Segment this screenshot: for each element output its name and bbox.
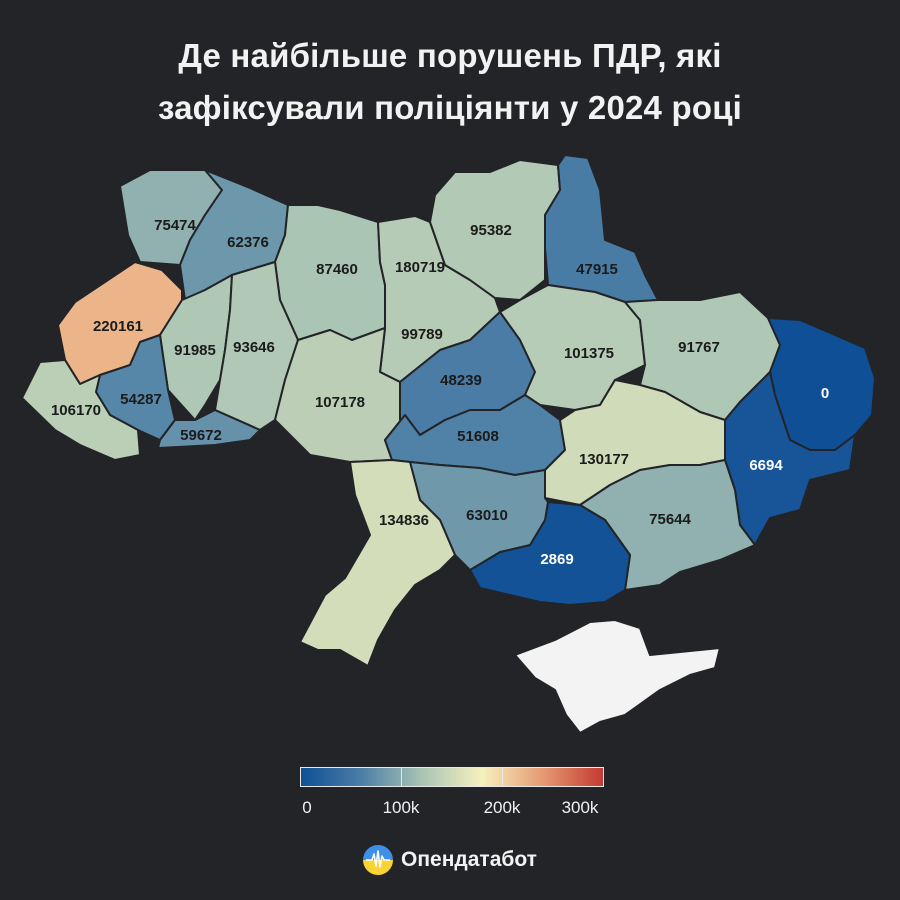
region-value-kherson: 2869 xyxy=(540,551,573,568)
region-value-rivne: 62376 xyxy=(227,234,269,251)
region-value-zhytomyr: 87460 xyxy=(316,261,358,278)
region-value-lviv: 220161 xyxy=(93,318,143,335)
region-value-cherkasy: 48239 xyxy=(440,372,482,389)
legend-label-100k: 100k xyxy=(382,798,420,817)
region-odesa xyxy=(299,459,456,667)
region-value-kyiv-city: 180719 xyxy=(395,259,445,276)
region-chernihiv xyxy=(429,159,561,301)
legend-gradient xyxy=(300,767,604,787)
legend-tick xyxy=(401,767,402,787)
legend-label-0: 0 xyxy=(302,798,312,817)
region-value-chernihiv: 95382 xyxy=(470,222,512,239)
region-khmelnytskyi xyxy=(214,261,299,431)
region-sumy xyxy=(544,154,659,303)
region-value-kirovohrad: 51608 xyxy=(457,428,499,445)
pulse-icon xyxy=(363,845,394,875)
region-value-ternopil: 91985 xyxy=(174,342,216,359)
region-value-poltava: 101375 xyxy=(564,345,614,362)
region-value-chernivtsi: 59672 xyxy=(180,427,222,444)
brand-name: Опендатабот xyxy=(401,848,537,871)
region-zakarpattia xyxy=(21,359,141,461)
legend-label-200k: 200k xyxy=(483,798,521,817)
region-value-mykolaiv: 63010 xyxy=(466,507,508,524)
region-chernivtsi xyxy=(157,409,261,449)
page-title: Де найбільше порушень ПДР, які зафіксува… xyxy=(0,30,900,134)
region-value-vinnytsia: 107178 xyxy=(315,394,365,411)
region-value-khmelnytskyi: 93646 xyxy=(233,339,275,356)
region-value-zaporizhzhia: 75644 xyxy=(649,511,691,528)
region-crimea xyxy=(514,619,721,734)
title-line-2: зафіксували поліціянти у 2024 році xyxy=(157,89,743,126)
region-value-zakarpattia: 106170 xyxy=(51,402,101,419)
region-value-sumy: 47915 xyxy=(576,261,618,278)
legend-colorbar xyxy=(300,767,604,787)
region-value-ivano-frankivsk: 54287 xyxy=(120,391,162,408)
legend-label-300k: 300k xyxy=(561,798,599,817)
legend-tick xyxy=(502,767,503,787)
legend-tick xyxy=(603,767,604,787)
legend-tick xyxy=(300,767,301,787)
brand: Опендатабот xyxy=(0,845,900,875)
title-line-1: Де найбільше порушень ПДР, які xyxy=(178,37,722,74)
region-value-dnipropetrovsk: 130177 xyxy=(579,451,629,468)
region-value-kharkiv: 91767 xyxy=(678,339,720,356)
region-value-odesa: 134836 xyxy=(379,512,429,529)
region-value-luhansk: 0 xyxy=(821,385,829,402)
region-value-donetsk: 6694 xyxy=(749,457,783,474)
region-value-volyn: 75474 xyxy=(154,217,196,234)
region-value-kyiv-oblast: 99789 xyxy=(401,326,443,343)
